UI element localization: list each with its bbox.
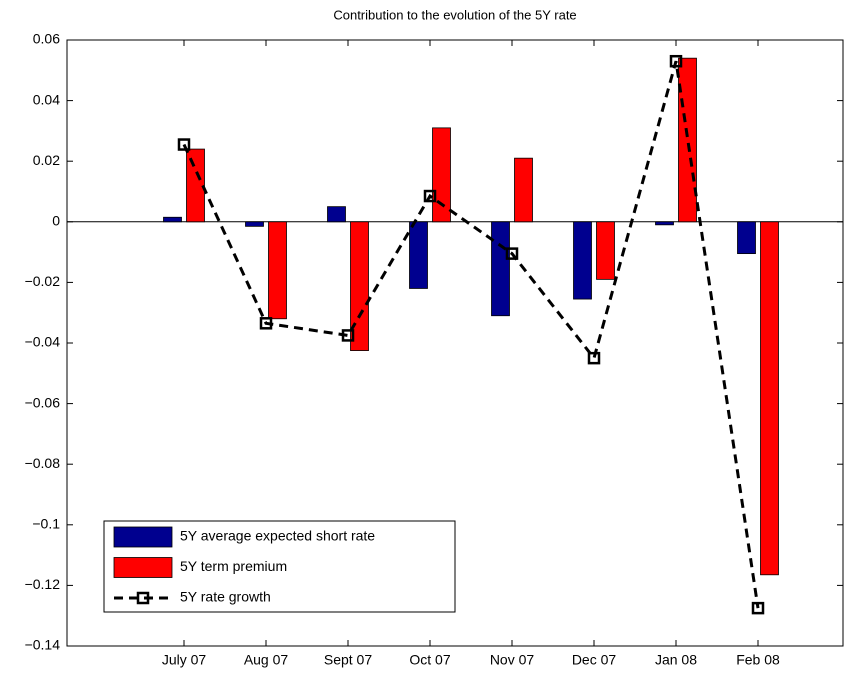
bar bbox=[737, 221, 756, 255]
bar bbox=[596, 221, 615, 280]
x-tick-label: Nov 07 bbox=[490, 652, 535, 668]
legend-label: 5Y rate growth bbox=[180, 589, 271, 605]
bar bbox=[350, 221, 369, 351]
x-tick-label: Oct 07 bbox=[409, 652, 450, 668]
y-tick-label: −0.12 bbox=[25, 576, 61, 592]
bar bbox=[268, 221, 287, 320]
bar bbox=[163, 216, 182, 223]
x-tick-label: Dec 07 bbox=[572, 652, 617, 668]
marker bbox=[177, 138, 191, 151]
bar bbox=[514, 157, 533, 223]
legend-marker bbox=[136, 591, 150, 605]
bar bbox=[409, 221, 428, 289]
legend-label: 5Y term premium bbox=[180, 558, 287, 574]
x-tick-label: Aug 07 bbox=[244, 652, 289, 668]
x-tick-label: July 07 bbox=[162, 652, 207, 668]
marker bbox=[751, 601, 765, 615]
marker bbox=[259, 317, 273, 330]
bar bbox=[186, 148, 205, 223]
y-tick-label: −0.08 bbox=[25, 455, 61, 471]
chart-title: Contribution to the evolution of the 5Y … bbox=[333, 7, 576, 22]
bar bbox=[760, 221, 779, 576]
y-tick-label: −0.14 bbox=[25, 637, 61, 653]
marker bbox=[587, 351, 601, 365]
y-tick-label: 0.06 bbox=[33, 31, 60, 47]
plot-frame bbox=[66, 39, 844, 647]
y-tick-label: −0.04 bbox=[25, 334, 61, 350]
y-tick-label: −0.1 bbox=[32, 516, 60, 532]
legend-swatch bbox=[113, 526, 173, 548]
line bbox=[182, 60, 760, 609]
marker bbox=[669, 54, 683, 68]
x-tick-label: Jan 08 bbox=[655, 652, 697, 668]
y-tick-label: −0.06 bbox=[25, 394, 61, 410]
bar bbox=[245, 221, 264, 227]
bar bbox=[573, 221, 592, 300]
y-tick-label: 0.02 bbox=[33, 152, 60, 168]
bar bbox=[678, 57, 697, 223]
y-tick-label: 0 bbox=[52, 213, 60, 229]
marker bbox=[423, 189, 437, 203]
x-tick-label: Feb 08 bbox=[736, 652, 780, 668]
marker bbox=[505, 247, 519, 260]
y-tick-label: 0.04 bbox=[33, 91, 60, 107]
legend-label: 5Y average expected short rate bbox=[180, 528, 375, 544]
x-tick-label: Sept 07 bbox=[324, 652, 372, 668]
bar bbox=[327, 206, 346, 223]
legend-swatch bbox=[113, 557, 173, 578]
y-tick-label: −0.02 bbox=[25, 273, 61, 289]
bar bbox=[491, 221, 510, 317]
marker bbox=[341, 329, 355, 342]
bar bbox=[655, 221, 674, 226]
bar bbox=[432, 127, 451, 223]
